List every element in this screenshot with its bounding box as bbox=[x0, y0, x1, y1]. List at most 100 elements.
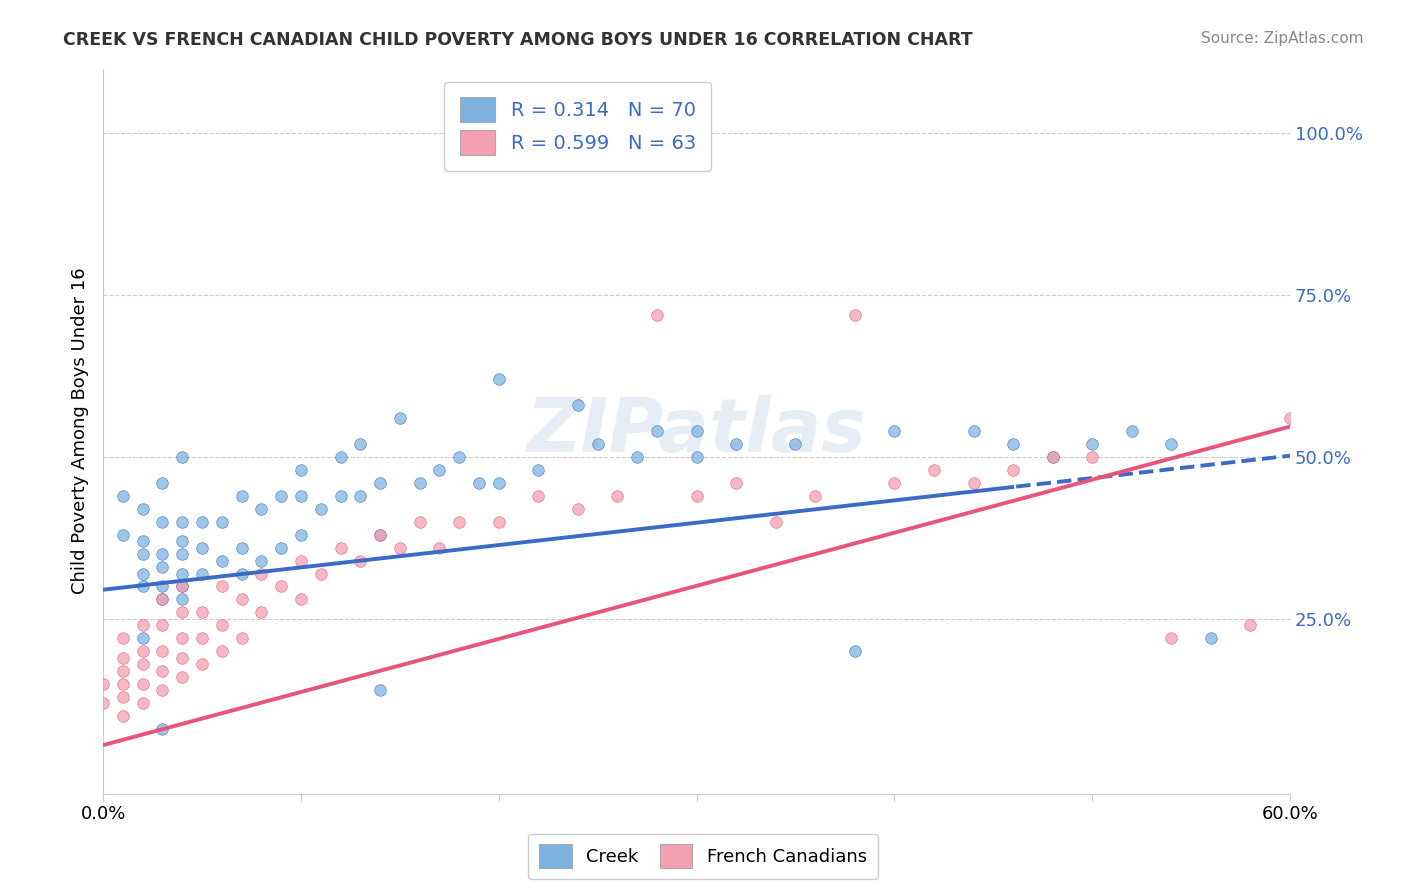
Point bbox=[586, 437, 609, 451]
Point bbox=[172, 592, 194, 607]
Point bbox=[131, 676, 153, 690]
Point bbox=[250, 553, 273, 567]
Point bbox=[270, 579, 292, 593]
Point bbox=[388, 541, 411, 555]
Point bbox=[468, 475, 491, 490]
Point bbox=[368, 683, 391, 698]
Point bbox=[527, 463, 550, 477]
Point bbox=[172, 670, 194, 684]
Point bbox=[1081, 450, 1104, 464]
Point bbox=[527, 489, 550, 503]
Point bbox=[131, 657, 153, 672]
Legend: R = 0.314   N = 70, R = 0.599   N = 63: R = 0.314 N = 70, R = 0.599 N = 63 bbox=[444, 82, 711, 170]
Point bbox=[211, 618, 233, 632]
Point bbox=[172, 566, 194, 581]
Point bbox=[329, 489, 352, 503]
Point bbox=[250, 606, 273, 620]
Point bbox=[172, 579, 194, 593]
Point bbox=[1121, 424, 1143, 438]
Point bbox=[231, 592, 253, 607]
Point bbox=[270, 541, 292, 555]
Point bbox=[290, 463, 312, 477]
Point bbox=[111, 632, 134, 646]
Point bbox=[567, 501, 589, 516]
Point bbox=[250, 566, 273, 581]
Point bbox=[211, 644, 233, 658]
Point bbox=[152, 664, 174, 678]
Point bbox=[1160, 437, 1182, 451]
Point bbox=[111, 650, 134, 665]
Point bbox=[111, 676, 134, 690]
Point bbox=[368, 527, 391, 541]
Point bbox=[1239, 618, 1261, 632]
Point bbox=[290, 592, 312, 607]
Point bbox=[645, 308, 668, 322]
Point bbox=[922, 463, 945, 477]
Point bbox=[231, 566, 253, 581]
Point bbox=[725, 475, 748, 490]
Point bbox=[152, 618, 174, 632]
Point bbox=[152, 515, 174, 529]
Point bbox=[765, 515, 787, 529]
Point bbox=[172, 547, 194, 561]
Point bbox=[211, 515, 233, 529]
Legend: Creek, French Canadians: Creek, French Canadians bbox=[529, 834, 877, 879]
Point bbox=[111, 709, 134, 723]
Point bbox=[131, 566, 153, 581]
Point bbox=[685, 424, 707, 438]
Point bbox=[152, 683, 174, 698]
Point bbox=[488, 475, 510, 490]
Point bbox=[309, 566, 332, 581]
Point bbox=[152, 592, 174, 607]
Point bbox=[231, 632, 253, 646]
Point bbox=[883, 475, 905, 490]
Point bbox=[388, 411, 411, 425]
Point bbox=[111, 690, 134, 704]
Point bbox=[804, 489, 827, 503]
Point bbox=[172, 450, 194, 464]
Point bbox=[111, 664, 134, 678]
Point bbox=[172, 515, 194, 529]
Point bbox=[1002, 463, 1025, 477]
Point bbox=[962, 475, 984, 490]
Point bbox=[1042, 450, 1064, 464]
Point bbox=[290, 489, 312, 503]
Point bbox=[111, 527, 134, 541]
Text: CREEK VS FRENCH CANADIAN CHILD POVERTY AMONG BOYS UNDER 16 CORRELATION CHART: CREEK VS FRENCH CANADIAN CHILD POVERTY A… bbox=[63, 31, 973, 49]
Point bbox=[329, 541, 352, 555]
Point bbox=[645, 424, 668, 438]
Point bbox=[309, 501, 332, 516]
Point bbox=[962, 424, 984, 438]
Point bbox=[172, 632, 194, 646]
Text: ZIPatlas: ZIPatlas bbox=[527, 394, 866, 467]
Point bbox=[349, 553, 371, 567]
Point bbox=[349, 437, 371, 451]
Point bbox=[725, 437, 748, 451]
Point bbox=[191, 515, 214, 529]
Point bbox=[152, 560, 174, 574]
Point bbox=[152, 592, 174, 607]
Point bbox=[844, 644, 866, 658]
Point bbox=[131, 534, 153, 549]
Point bbox=[250, 501, 273, 516]
Point bbox=[408, 475, 430, 490]
Point bbox=[883, 424, 905, 438]
Point bbox=[231, 541, 253, 555]
Point bbox=[172, 606, 194, 620]
Point bbox=[91, 696, 114, 710]
Point bbox=[408, 515, 430, 529]
Point bbox=[191, 541, 214, 555]
Point bbox=[131, 696, 153, 710]
Point bbox=[131, 579, 153, 593]
Point bbox=[191, 657, 214, 672]
Y-axis label: Child Poverty Among Boys Under 16: Child Poverty Among Boys Under 16 bbox=[72, 268, 89, 594]
Point bbox=[567, 398, 589, 412]
Point bbox=[685, 450, 707, 464]
Point bbox=[131, 618, 153, 632]
Point bbox=[172, 650, 194, 665]
Point bbox=[1002, 437, 1025, 451]
Point bbox=[131, 632, 153, 646]
Point bbox=[606, 489, 628, 503]
Point bbox=[270, 489, 292, 503]
Point bbox=[172, 534, 194, 549]
